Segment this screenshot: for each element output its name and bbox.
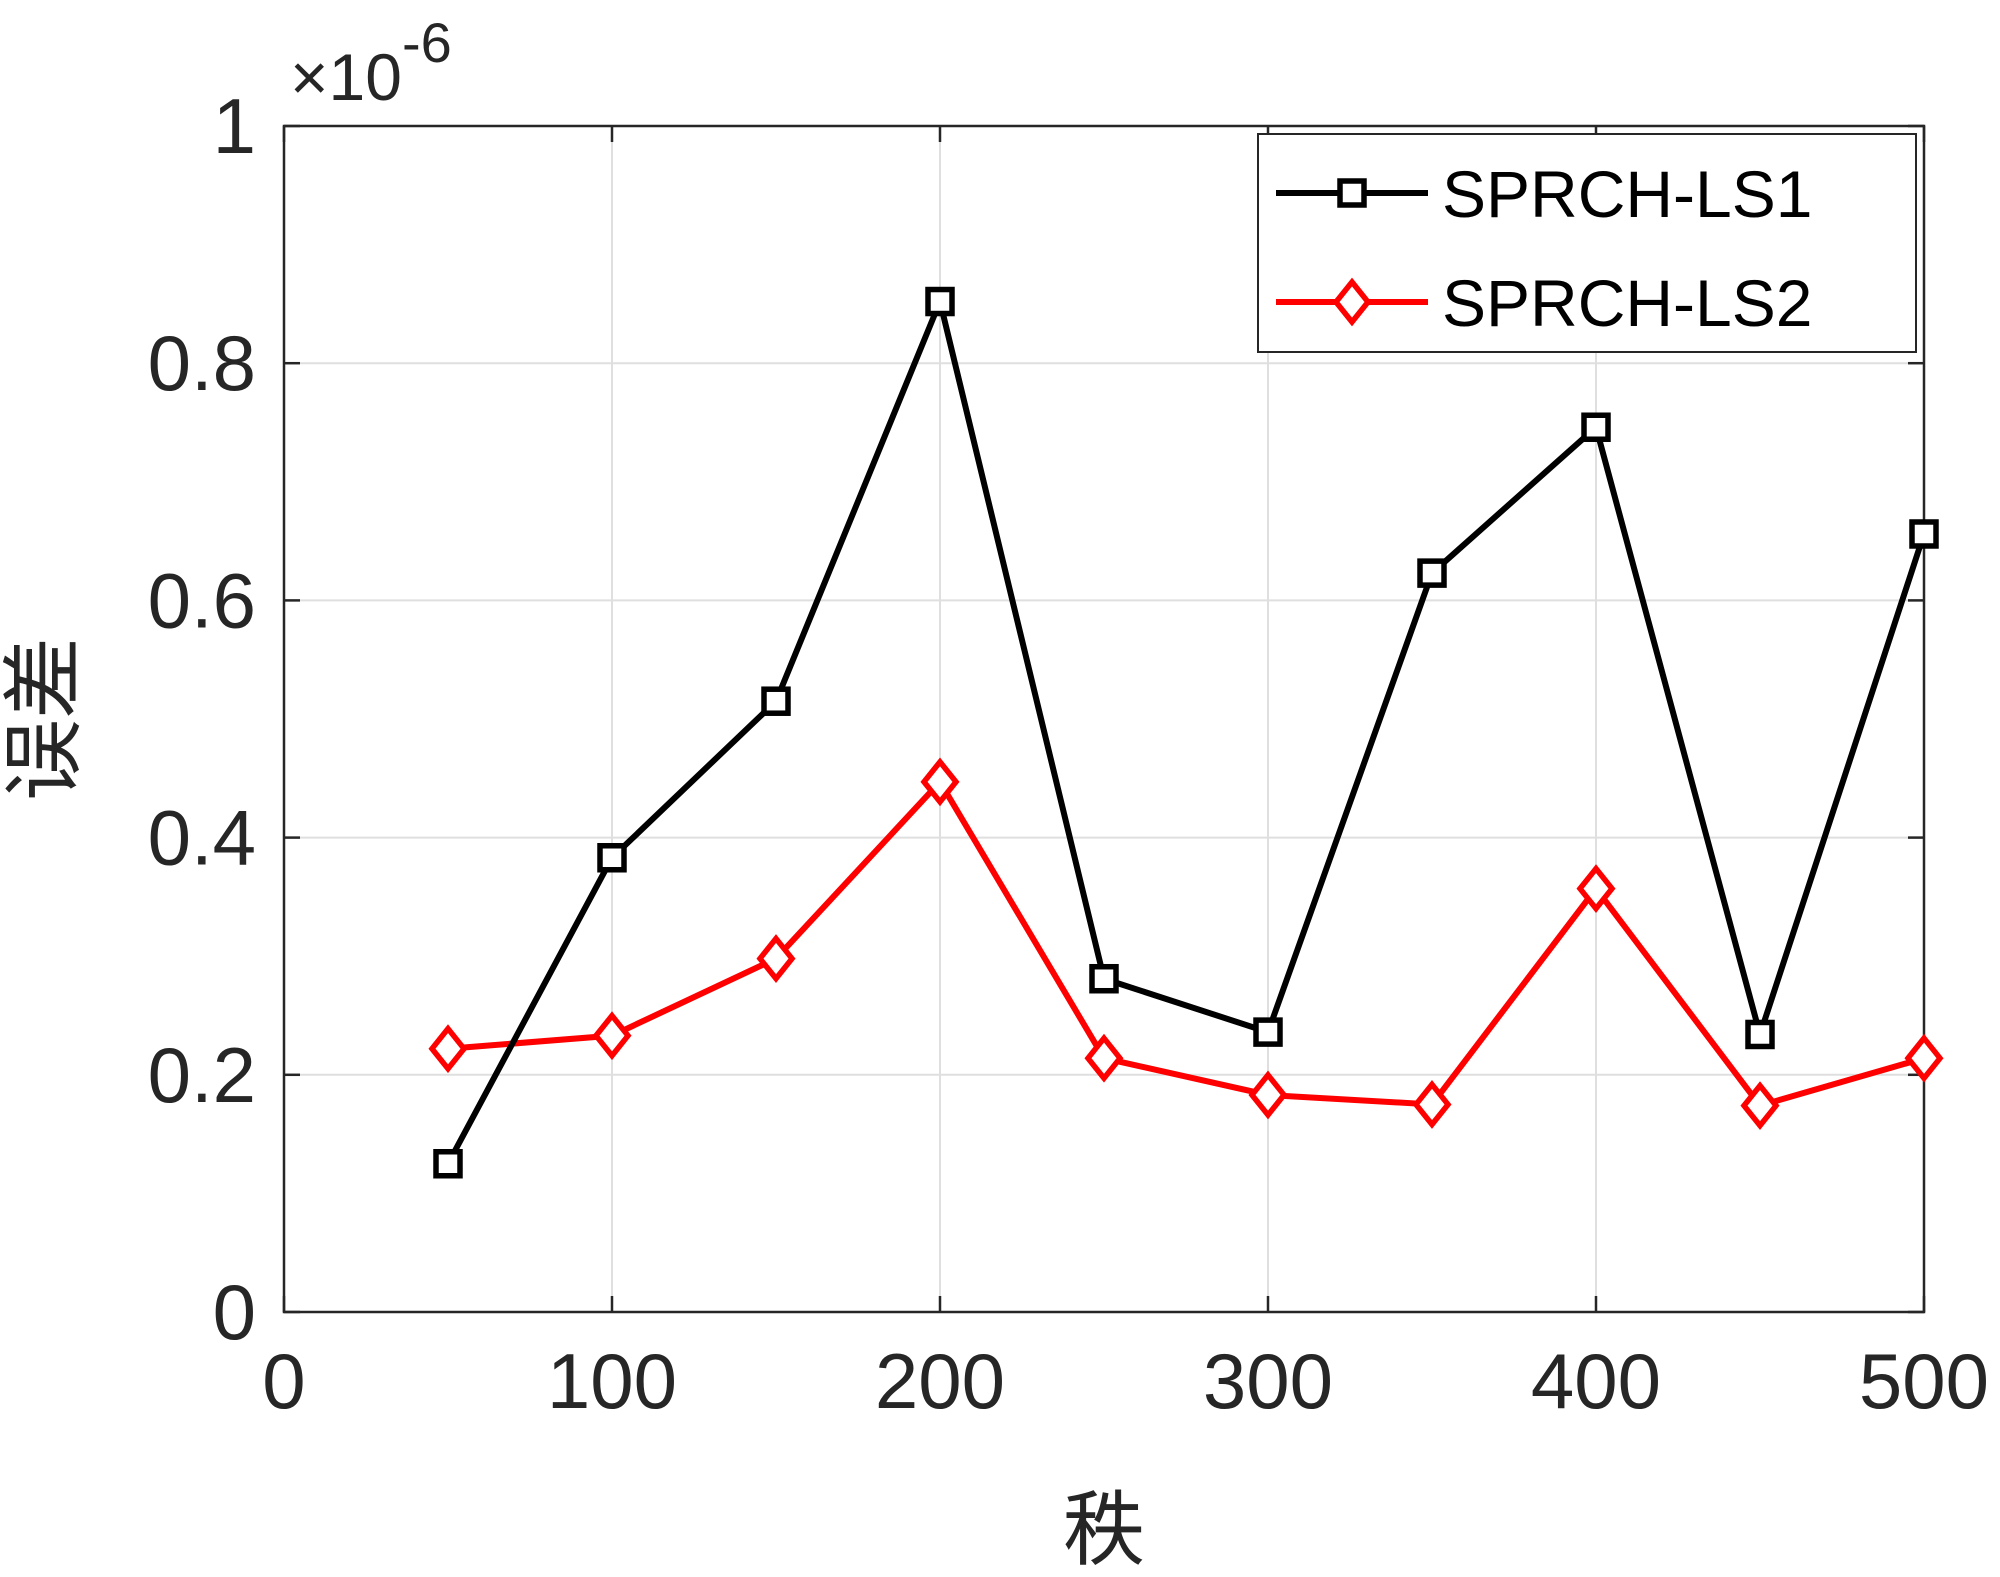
y-exponent-power: -6 bbox=[402, 11, 452, 74]
data-point bbox=[756, 934, 796, 983]
y-tick-label: 0 bbox=[213, 1268, 256, 1356]
y-axis-title: 误差 bbox=[0, 637, 92, 801]
data-point bbox=[1740, 1081, 1780, 1131]
data-point bbox=[1417, 558, 1447, 588]
legend-label: SPRCH-LS1 bbox=[1442, 157, 1812, 231]
data-point bbox=[1745, 1019, 1775, 1050]
data-point bbox=[433, 1149, 463, 1179]
legend-label: SPRCH-LS2 bbox=[1442, 266, 1812, 340]
series-SPRCH-LS2 bbox=[428, 757, 1944, 1131]
legend-entry: SPRCH-LS2 bbox=[1276, 266, 1812, 340]
legend-marker bbox=[1337, 178, 1367, 208]
x-tick-label: 500 bbox=[1859, 1337, 1989, 1425]
data-point bbox=[1576, 864, 1616, 914]
x-tick-label: 400 bbox=[1531, 1337, 1661, 1425]
data-point bbox=[1581, 412, 1611, 442]
data-point bbox=[920, 757, 960, 807]
series-SPRCH-LS1 bbox=[433, 286, 1939, 1179]
x-tick-label: 0 bbox=[262, 1337, 305, 1425]
y-tick-label: 0.8 bbox=[148, 319, 256, 407]
legend-box bbox=[1257, 133, 1917, 353]
legend-marker bbox=[1332, 277, 1372, 327]
data-point bbox=[1253, 1017, 1283, 1047]
series-layer bbox=[428, 286, 1944, 1179]
y-tick-label: 0.6 bbox=[148, 556, 256, 644]
plot-area-frame bbox=[282, 124, 1926, 1314]
data-point bbox=[428, 1024, 468, 1074]
series-line bbox=[445, 291, 1927, 1166]
data-point bbox=[592, 1011, 632, 1061]
data-point bbox=[761, 686, 791, 716]
legend: SPRCH-LS1 SPRCH-LS2 bbox=[1257, 133, 1917, 353]
data-point bbox=[1909, 519, 1939, 549]
data-point bbox=[1089, 963, 1119, 994]
y-exponent-label: ×10-6 bbox=[290, 11, 452, 114]
x-tick-label: 100 bbox=[547, 1337, 677, 1425]
legend-entry: SPRCH-LS1 bbox=[1276, 157, 1812, 231]
data-point bbox=[1084, 1033, 1124, 1083]
y-exponent-base: ×10 bbox=[290, 40, 402, 114]
x-tick-label: 300 bbox=[1203, 1337, 1333, 1425]
data-point bbox=[597, 843, 627, 873]
axis-labels: 0 100 200 300 400 500 0 0.2 0.4 0.6 0.8 1 ×10-6 秩 误差 bbox=[0, 11, 1989, 1577]
series-line bbox=[447, 776, 1925, 1110]
y-tick-label: 0.4 bbox=[148, 794, 256, 882]
data-point bbox=[925, 286, 955, 317]
data-point bbox=[1248, 1070, 1288, 1120]
data-point bbox=[1904, 1033, 1944, 1083]
data-point bbox=[1412, 1080, 1452, 1129]
y-tick-label: 0.2 bbox=[148, 1031, 256, 1119]
x-axis-title: 秩 bbox=[1063, 1483, 1145, 1577]
y-tick-label: 1 bbox=[213, 82, 256, 170]
x-tick-label: 200 bbox=[875, 1337, 1005, 1425]
